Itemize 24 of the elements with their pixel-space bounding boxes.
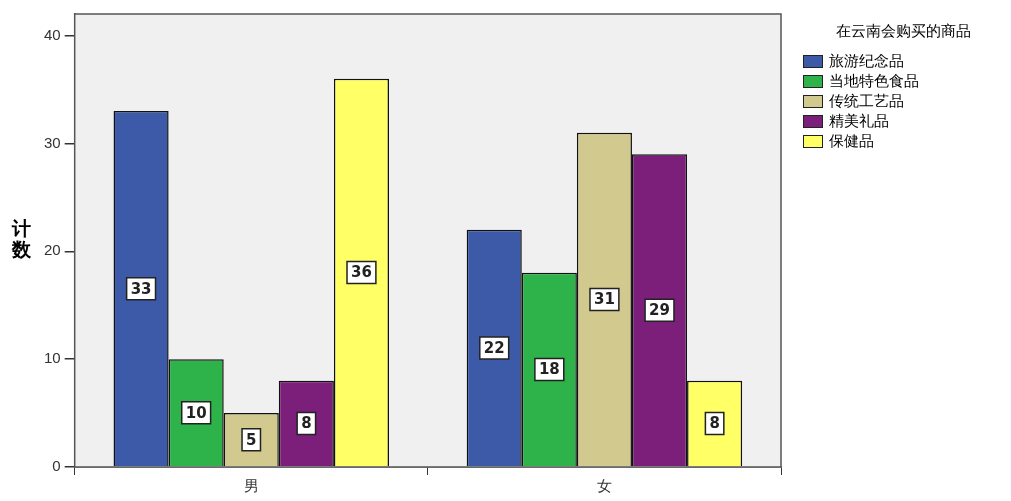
y-tick-label: 0 xyxy=(52,457,61,475)
y-tick-label: 30 xyxy=(44,133,61,151)
data-label: 8 xyxy=(709,414,720,433)
data-label: 33 xyxy=(130,279,152,298)
y-tick-label: 10 xyxy=(44,349,61,367)
data-label: 18 xyxy=(538,360,560,379)
data-label: 5 xyxy=(246,430,257,449)
x-tick-label: 女 xyxy=(596,476,612,495)
legend-label: 保健品 xyxy=(829,131,874,151)
data-label: 31 xyxy=(593,290,615,309)
legend-label: 传统工艺品 xyxy=(829,91,904,111)
legend-label: 旅游纪念品 xyxy=(829,51,904,71)
data-label: 22 xyxy=(483,338,505,357)
y-tick-label: 40 xyxy=(44,25,61,43)
y-tick-label: 20 xyxy=(44,241,61,259)
data-label: 8 xyxy=(301,414,312,433)
legend-label: 精美礼品 xyxy=(829,111,889,131)
legend-title: 在云南会购买的商品 xyxy=(834,22,972,41)
legend-label: 当地特色食品 xyxy=(829,71,919,91)
data-label: 29 xyxy=(649,301,670,320)
data-label: 36 xyxy=(351,263,372,282)
data-label: 10 xyxy=(185,403,207,422)
y-axis-title: 计数 xyxy=(10,217,32,260)
x-tick-label: 男 xyxy=(243,476,259,495)
